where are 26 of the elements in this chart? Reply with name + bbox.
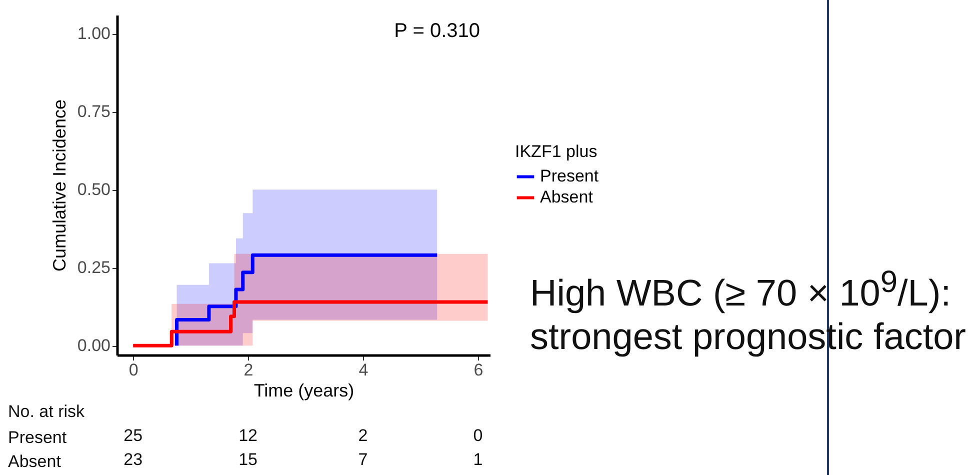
y-tick-label: 0.00 <box>77 336 110 356</box>
y-axis-title: Cumulative Incidence <box>49 99 70 272</box>
legend-title: IKZF1 plus <box>515 142 598 162</box>
text: Absent <box>8 452 61 472</box>
text: 7 <box>358 450 368 470</box>
y-tick-label: 0.25 <box>77 258 110 278</box>
y-tick-label: 1.00 <box>77 24 110 44</box>
text: 15 <box>238 450 258 470</box>
text: 23 <box>124 450 143 470</box>
x-tick-label: 0 <box>128 360 138 380</box>
text: 1 <box>473 450 483 470</box>
x-tick-label: 4 <box>358 360 368 380</box>
text: Present <box>8 428 67 448</box>
x-tick-label: 2 <box>244 360 254 380</box>
text: No. at risk <box>8 402 85 422</box>
text: 25 <box>124 426 143 446</box>
legend-label: Absent <box>540 188 594 207</box>
text: 0 <box>473 426 483 446</box>
y-tick-label: 0.75 <box>77 102 110 122</box>
legend-label: Present <box>540 166 599 186</box>
x-tick-label: 6 <box>474 360 484 380</box>
text: 12 <box>238 426 258 446</box>
text: 2 <box>358 426 368 446</box>
annotation: P = 0.310 <box>394 20 480 43</box>
y-tick-label: 0.50 <box>77 180 110 200</box>
x-axis-title: Time (years) <box>254 380 354 400</box>
